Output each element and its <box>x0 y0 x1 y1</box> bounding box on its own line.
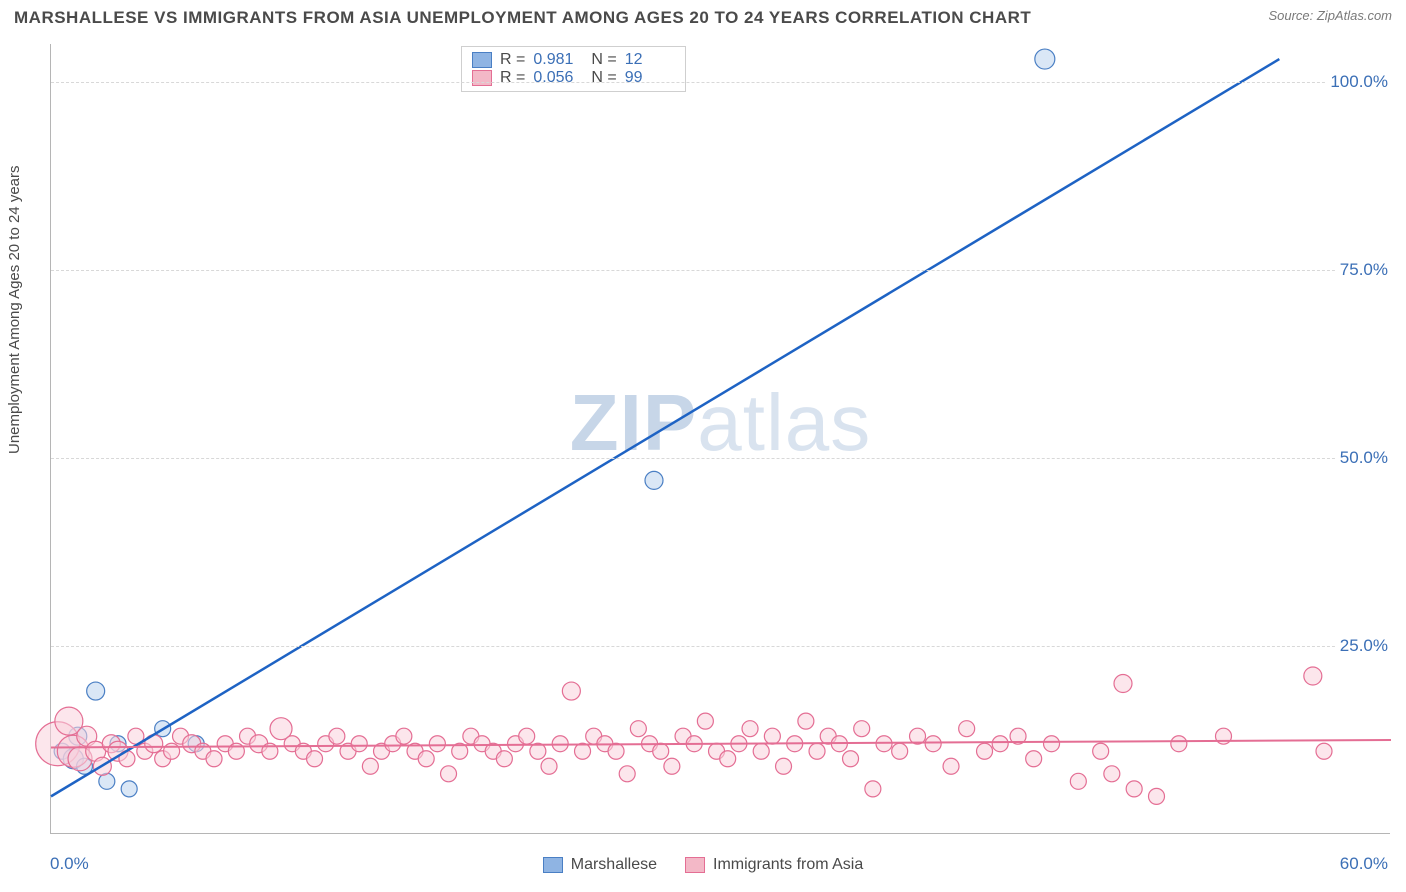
r-value: 0.056 <box>533 69 583 87</box>
data-point <box>1044 736 1060 752</box>
chart-title: MARSHALLESE VS IMMIGRANTS FROM ASIA UNEM… <box>14 8 1031 28</box>
data-point <box>1149 788 1165 804</box>
data-point <box>206 751 222 767</box>
data-point <box>307 751 323 767</box>
data-point <box>1171 736 1187 752</box>
n-value: 12 <box>625 51 675 69</box>
data-point <box>645 471 663 489</box>
data-point <box>329 728 345 744</box>
data-point <box>1093 743 1109 759</box>
data-point <box>798 713 814 729</box>
correlation-stat-box: R = 0.981 N = 12 R = 0.056 N = 99 <box>461 46 686 92</box>
data-point <box>362 758 378 774</box>
data-point <box>865 781 881 797</box>
data-point <box>742 721 758 737</box>
data-point <box>87 682 105 700</box>
data-point <box>1070 773 1086 789</box>
data-point <box>977 743 993 759</box>
data-point <box>925 736 941 752</box>
data-point <box>892 743 908 759</box>
n-label: N = <box>591 69 616 87</box>
y-axis-label: Unemployment Among Ages 20 to 24 years <box>6 165 23 454</box>
data-point <box>164 743 180 759</box>
data-point <box>854 721 870 737</box>
data-point <box>697 713 713 729</box>
y-axis-tick: 75.0% <box>1336 260 1392 280</box>
r-value: 0.981 <box>533 51 583 69</box>
data-point <box>519 728 535 744</box>
data-point <box>1316 743 1332 759</box>
data-point <box>562 682 580 700</box>
legend-swatch <box>685 857 705 873</box>
data-point <box>1304 667 1322 685</box>
data-point <box>396 728 412 744</box>
data-point <box>1104 766 1120 782</box>
data-point <box>653 743 669 759</box>
data-point <box>776 758 792 774</box>
n-value: 99 <box>625 69 675 87</box>
data-point <box>764 728 780 744</box>
r-label: R = <box>500 51 525 69</box>
data-point <box>753 743 769 759</box>
y-axis-tick: 25.0% <box>1336 636 1392 656</box>
data-point <box>1126 781 1142 797</box>
data-point <box>441 766 457 782</box>
data-point <box>809 743 825 759</box>
n-label: N = <box>591 51 616 69</box>
data-point <box>943 758 959 774</box>
data-point <box>608 743 624 759</box>
scatter-layer <box>51 44 1390 833</box>
gridline <box>51 82 1390 83</box>
data-point <box>541 758 557 774</box>
data-point <box>630 721 646 737</box>
data-point <box>496 751 512 767</box>
data-point <box>351 736 367 752</box>
stat-row: R = 0.981 N = 12 <box>472 51 675 69</box>
legend-swatch <box>543 857 563 873</box>
data-point <box>992 736 1008 752</box>
gridline <box>51 458 1390 459</box>
legend-swatch <box>472 70 492 86</box>
data-point <box>1026 751 1042 767</box>
trend-line <box>51 59 1279 796</box>
data-point <box>418 751 434 767</box>
data-point <box>1114 675 1132 693</box>
r-label: R = <box>500 69 525 87</box>
data-point <box>843 751 859 767</box>
legend-label: Immigrants from Asia <box>713 856 863 874</box>
legend-swatch <box>472 52 492 68</box>
y-axis-tick: 100.0% <box>1326 72 1392 92</box>
data-point <box>121 781 137 797</box>
gridline <box>51 270 1390 271</box>
bottom-legend: Marshallese Immigrants from Asia <box>0 856 1406 874</box>
stat-row: R = 0.056 N = 99 <box>472 69 675 87</box>
data-point <box>1035 49 1055 69</box>
chart-container: Unemployment Among Ages 20 to 24 years Z… <box>0 34 1406 892</box>
data-point <box>575 743 591 759</box>
data-point <box>664 758 680 774</box>
legend-item: Immigrants from Asia <box>685 856 863 874</box>
data-point <box>619 766 635 782</box>
data-point <box>429 736 445 752</box>
gridline <box>51 646 1390 647</box>
data-point <box>720 751 736 767</box>
data-point <box>959 721 975 737</box>
source-attribution: Source: ZipAtlas.com <box>1268 8 1392 23</box>
legend-item: Marshallese <box>543 856 657 874</box>
legend-label: Marshallese <box>571 856 657 874</box>
y-axis-tick: 50.0% <box>1336 448 1392 468</box>
plot-area: ZIPatlas R =0.981N =12R =0.056N =99 25.0… <box>50 44 1390 834</box>
